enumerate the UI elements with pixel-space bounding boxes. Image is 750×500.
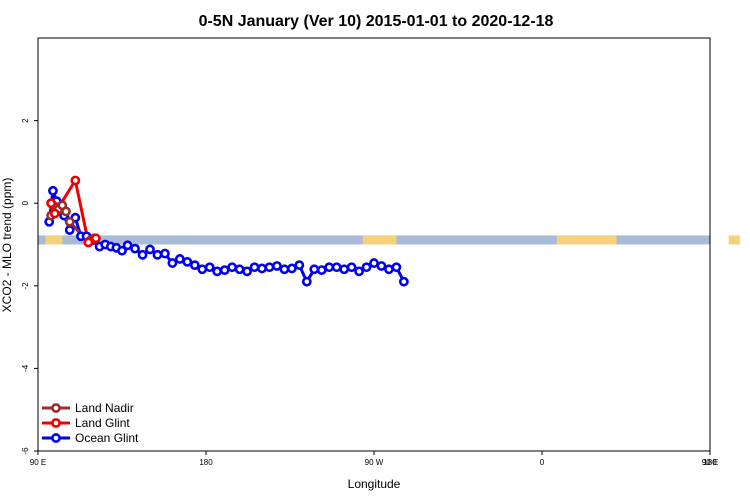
y-axis-label: XCO2 - MLO trend (ppm) xyxy=(0,178,14,313)
land-nadir-point xyxy=(64,216,75,227)
ocean-glint-point xyxy=(219,265,230,276)
ocean-glint-point xyxy=(391,262,402,273)
ocean-glint-point xyxy=(384,264,394,275)
ocean-glint-point xyxy=(197,264,208,275)
ocean-glint-point xyxy=(212,266,223,277)
ocean-glint-point xyxy=(152,249,163,260)
ocean-glint-point xyxy=(204,262,215,273)
ocean-glint-point xyxy=(398,276,409,287)
legend-ocean-glint-label: Ocean Glint xyxy=(75,431,139,445)
ocean-glint-point xyxy=(234,264,245,275)
ocean-glint-point xyxy=(264,262,275,273)
legend-land-glint-label: Land Glint xyxy=(75,416,130,430)
land-glint-point xyxy=(83,237,94,248)
ocean-glint-point xyxy=(369,258,379,268)
land-glint-point xyxy=(49,208,60,219)
ocean-glint-point xyxy=(301,276,312,287)
ocean-glint-point xyxy=(361,262,372,273)
ocean-glint-point xyxy=(354,266,364,277)
land-band-segment xyxy=(362,235,397,245)
ocean-glint-point xyxy=(130,243,140,254)
ocean-glint-point xyxy=(316,265,327,276)
ocean-glint-point xyxy=(167,258,178,268)
ocean-glint-point xyxy=(331,262,342,273)
ocean-glint-point xyxy=(145,244,155,255)
y-tick-label: 0 xyxy=(21,200,30,205)
x-tick-label: 90 W xyxy=(365,458,384,467)
ocean-glint-point xyxy=(137,249,148,260)
chart-title: 0-5N January (Ver 10) 2015-01-01 to 2020… xyxy=(199,13,554,30)
ocean-glint-point xyxy=(294,260,305,271)
legend-land-nadir-label: Land Nadir xyxy=(75,401,134,415)
x-axis-label: Longitude xyxy=(348,477,401,491)
ocean-glint-point xyxy=(189,260,200,271)
ocean-glint-point xyxy=(242,266,252,277)
x-tick-label: 90 E xyxy=(702,458,718,467)
y-tick-label: 2 xyxy=(21,118,30,123)
ocean-glint-point xyxy=(227,262,238,273)
ocean-glint-point xyxy=(174,254,185,264)
land-band-segment xyxy=(45,235,63,245)
points-layer xyxy=(44,175,409,287)
ocean-glint-point xyxy=(160,248,170,259)
ocean-glint-point xyxy=(117,245,127,256)
ocean-glint-point xyxy=(324,262,335,273)
land-glint-point xyxy=(70,175,81,186)
band-layer xyxy=(38,235,740,245)
y-tick-label: -4 xyxy=(21,364,30,372)
ocean-glint-point xyxy=(64,225,75,235)
ocean-glint-point xyxy=(286,263,297,274)
y-axis: -6 -4 -2 0 2 xyxy=(21,118,38,455)
ocean-glint-point xyxy=(257,263,267,274)
ocean-glint-point xyxy=(272,261,282,271)
land-glint-point xyxy=(90,233,101,244)
land-band-segment xyxy=(728,235,740,245)
y-tick-label: -6 xyxy=(21,447,30,455)
ocean-glint-point xyxy=(376,261,387,271)
legend-land-glint-marker xyxy=(51,418,61,428)
ocean-glint-point xyxy=(122,240,133,251)
ocean-glint-point xyxy=(48,185,58,196)
ocean-glint-point xyxy=(182,256,193,267)
ocean-glint-point xyxy=(249,262,260,273)
x-tick-label: 180 xyxy=(703,458,717,467)
legend-land-nadir-marker xyxy=(51,403,61,413)
legend-ocean-glint-marker xyxy=(51,433,61,443)
ocean-glint-point xyxy=(309,264,320,275)
land-nadir-point xyxy=(61,206,71,217)
ocean-glint-point xyxy=(279,264,290,275)
x-tick-label: 0 xyxy=(540,458,545,467)
x-tick-label: 180 xyxy=(199,458,213,467)
x-tick-label: 90 E xyxy=(30,458,46,467)
ocean-glint-point xyxy=(346,262,357,273)
y-tick-label: -2 xyxy=(21,282,30,290)
land-band-segment xyxy=(556,235,617,245)
land-glint-point xyxy=(46,198,56,209)
ocean-glint-point xyxy=(339,264,350,275)
